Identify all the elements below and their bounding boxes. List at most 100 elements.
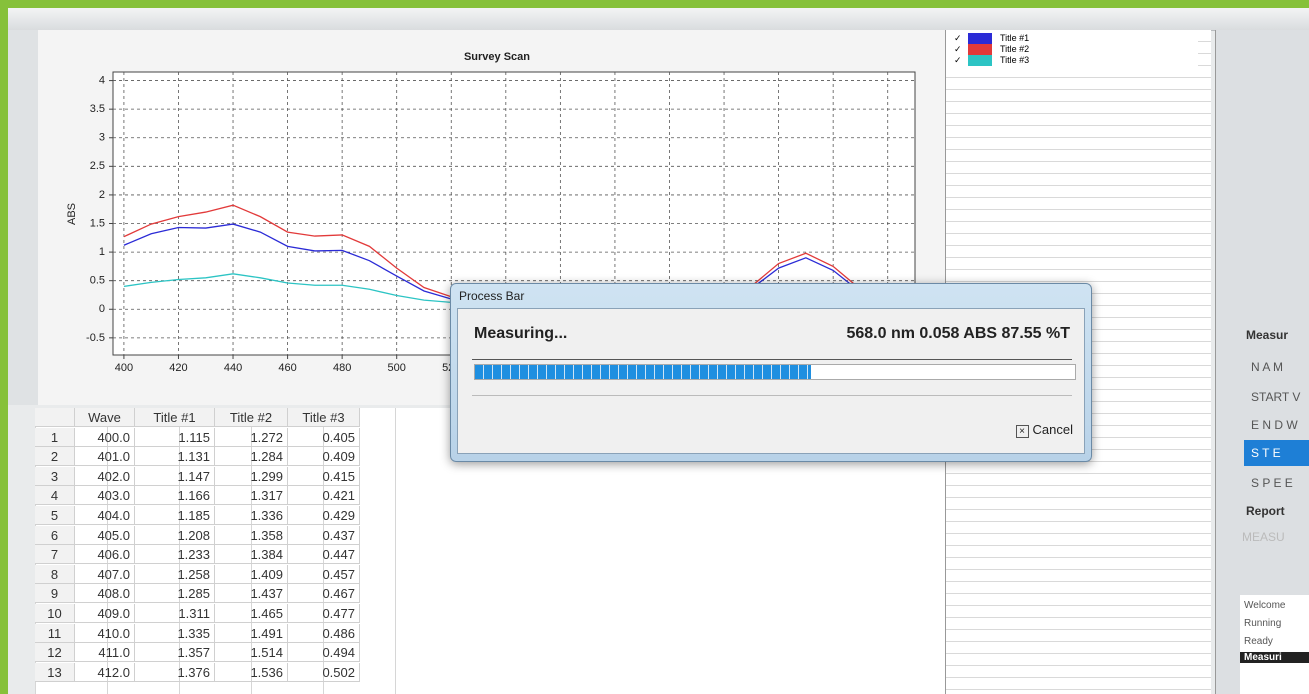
status-text: Measuring... <box>474 325 567 343</box>
cancel-button[interactable]: ×Cancel <box>1015 421 1074 439</box>
legend-item: ✓Title #3 <box>946 55 1198 66</box>
data-cell: 1.335 <box>135 624 215 643</box>
y-tick-label: 0 <box>99 303 105 315</box>
data-cell: 1.536 <box>215 663 288 682</box>
data-cell: 409.0 <box>75 604 135 623</box>
data-cell: 1.284 <box>215 447 288 466</box>
x-tick-label: 400 <box>115 362 133 374</box>
data-cell: 0.405 <box>288 428 360 447</box>
data-cell: 402.0 <box>75 467 135 486</box>
param-item: E N D W <box>1251 418 1298 432</box>
data-cell: 0.429 <box>288 506 360 525</box>
y-tick-label: 4 <box>99 74 105 86</box>
row-number: 6 <box>35 526 75 545</box>
data-cell: 1.357 <box>135 643 215 662</box>
x-tick-label: 420 <box>169 362 187 374</box>
separator <box>472 395 1072 396</box>
measure-button[interactable]: MEASU <box>1242 530 1285 544</box>
y-tick-label: 3.5 <box>90 103 105 115</box>
data-cell: 1.185 <box>135 506 215 525</box>
data-cell: 1.299 <box>215 467 288 486</box>
param-item: N A M <box>1251 360 1283 374</box>
legend-swatch <box>968 44 992 55</box>
dialog-title: Process Bar <box>459 289 524 303</box>
header-cell: Wave <box>75 408 135 427</box>
y-tick-label: 3 <box>99 132 105 144</box>
row-number: 12 <box>35 643 75 662</box>
y-axis-label: ABS <box>66 203 78 225</box>
page: Survey Scan ABS -0.500.511.522.533.54400… <box>0 0 1309 694</box>
row-number: 13 <box>35 663 75 682</box>
data-cell: 1.409 <box>215 565 288 584</box>
row-number: 9 <box>35 584 75 603</box>
param-item-selected[interactable]: S T E <box>1244 440 1309 466</box>
header-cell: Title #2 <box>215 408 288 427</box>
data-cell: 404.0 <box>75 506 135 525</box>
reading-text: 568.0 nm 0.058 ABS 87.55 %T <box>846 325 1070 343</box>
group-header: Report <box>1246 504 1285 518</box>
data-cell: 1.208 <box>135 526 215 545</box>
row-number: 7 <box>35 545 75 564</box>
process-dialog: Process Bar Measuring... 568.0 nm 0.058 … <box>450 283 1092 462</box>
data-cell: 406.0 <box>75 545 135 564</box>
data-cell: 1.115 <box>135 428 215 447</box>
data-cell: 0.486 <box>288 624 360 643</box>
data-cell: 0.457 <box>288 565 360 584</box>
log-line: Running <box>1244 618 1281 629</box>
data-cell: 1.131 <box>135 447 215 466</box>
progress-fill <box>475 365 811 379</box>
data-cell: 0.415 <box>288 467 360 486</box>
cancel-label[interactable]: Cancel <box>1033 422 1073 437</box>
data-cell: 400.0 <box>75 428 135 447</box>
legend-swatch <box>968 33 992 44</box>
row-number: 5 <box>35 506 75 525</box>
left-strip <box>8 30 38 405</box>
data-cell: 0.502 <box>288 663 360 682</box>
data-cell: 0.477 <box>288 604 360 623</box>
legend-swatch <box>968 55 992 66</box>
data-cell: 1.491 <box>215 624 288 643</box>
data-cell: 1.384 <box>215 545 288 564</box>
data-cell: 411.0 <box>75 643 135 662</box>
param-item: S P E E <box>1251 476 1293 490</box>
legend-check: ✓ <box>954 33 962 44</box>
y-tick-label: 2 <box>99 189 105 201</box>
row-number: 10 <box>35 604 75 623</box>
data-cell: 0.494 <box>288 643 360 662</box>
y-tick-label: 1.5 <box>90 217 105 229</box>
data-cell: 0.421 <box>288 486 360 505</box>
data-cell: 405.0 <box>75 526 135 545</box>
data-cell: 407.0 <box>75 565 135 584</box>
header-cell <box>35 408 75 427</box>
y-tick-label: 0.5 <box>90 275 105 287</box>
data-cell: 410.0 <box>75 624 135 643</box>
data-cell: 1.285 <box>135 584 215 603</box>
data-cell: 412.0 <box>75 663 135 682</box>
legend-label: Title #1 <box>1000 33 1029 44</box>
legend-label: Title #2 <box>1000 44 1029 55</box>
data-cell: 408.0 <box>75 584 135 603</box>
legend-check: ✓ <box>954 44 962 55</box>
row-number: 11 <box>35 624 75 643</box>
param-item: START V <box>1251 390 1300 404</box>
x-tick-label: 440 <box>224 362 242 374</box>
header-cell: Title #1 <box>135 408 215 427</box>
data-cell: 1.317 <box>215 486 288 505</box>
header-cell: Title #3 <box>288 408 360 427</box>
x-tick-label: 480 <box>333 362 351 374</box>
x-tick-label: 460 <box>278 362 296 374</box>
data-cell: 1.311 <box>135 604 215 623</box>
log-line: Measuri <box>1240 652 1309 663</box>
y-tick-label: -0.5 <box>86 332 105 344</box>
x-tick-label: 500 <box>388 362 406 374</box>
progress-track <box>474 364 1076 380</box>
legend-check: ✓ <box>954 55 962 66</box>
data-cell: 0.467 <box>288 584 360 603</box>
y-tick-label: 2.5 <box>90 160 105 172</box>
data-cell: 1.258 <box>135 565 215 584</box>
data-cell: 1.358 <box>215 526 288 545</box>
row-number: 2 <box>35 447 75 466</box>
data-cell: 1.147 <box>135 467 215 486</box>
data-cell: 1.272 <box>215 428 288 447</box>
data-cell: 1.437 <box>215 584 288 603</box>
